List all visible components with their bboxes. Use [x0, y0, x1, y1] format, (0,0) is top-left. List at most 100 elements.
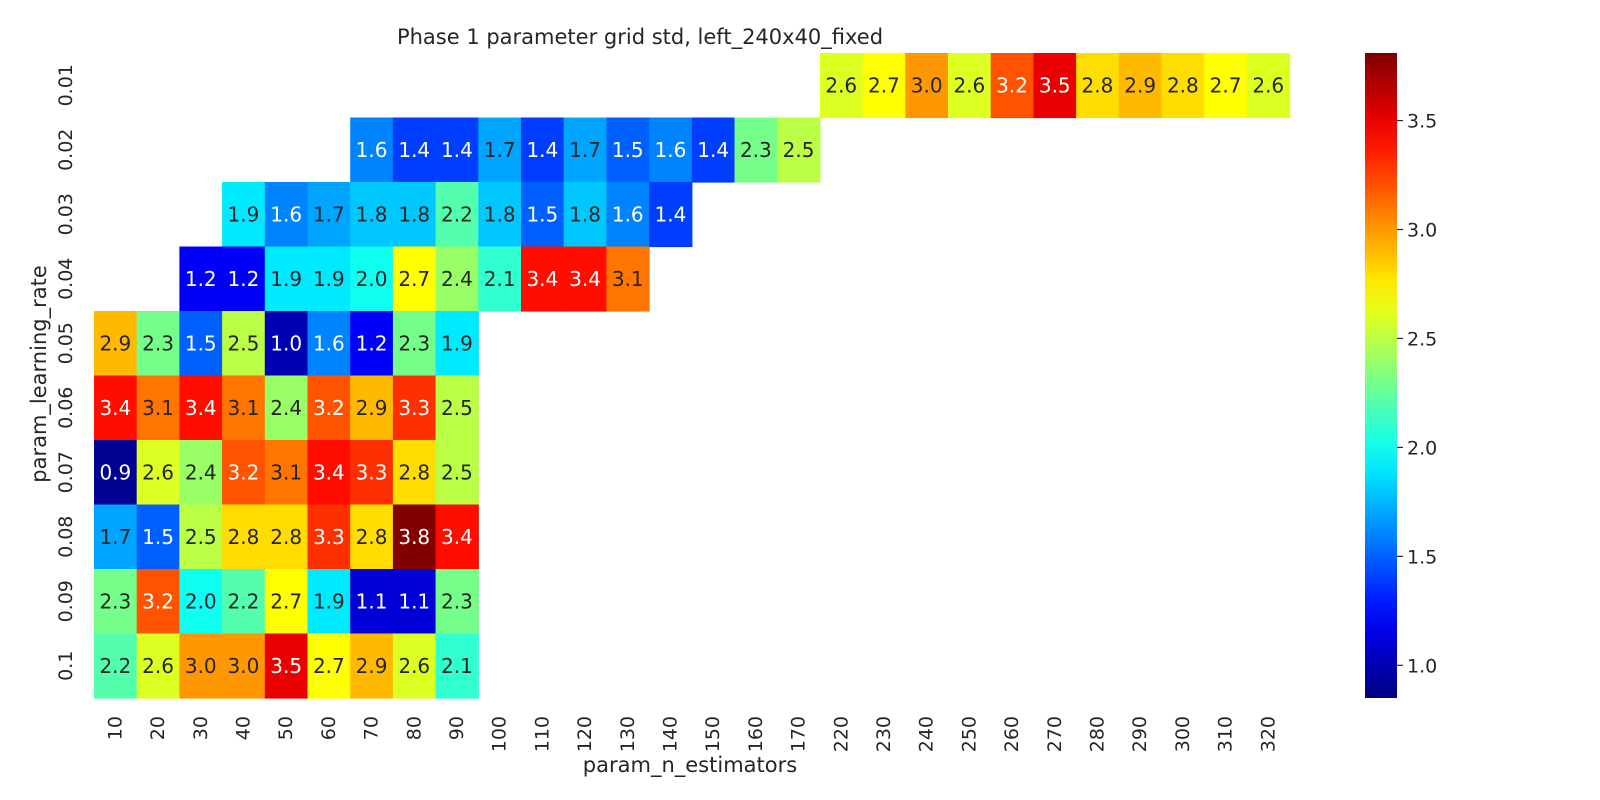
cell-value-label: 1.5: [185, 331, 217, 355]
heatmap-cell: [307, 311, 351, 377]
heatmap-cell: [136, 569, 180, 635]
x-tick-label: 60: [318, 716, 340, 740]
cell-value-label: 3.3: [398, 396, 430, 420]
cell-value-label: 3.1: [142, 396, 174, 420]
y-tick-label: 0.06: [55, 387, 77, 429]
heatmap-cell: [264, 440, 309, 506]
y-tick-label: 0.03: [55, 193, 77, 235]
colorbar-ticks: 1.0 1.5 2.0 2.5 3.0 3.5: [1397, 111, 1437, 677]
cell-value-label: 2.5: [228, 331, 260, 355]
heatmap-cell: [649, 182, 693, 248]
cell-value-label: 2.8: [270, 525, 302, 549]
x-tick-label: 100: [489, 716, 511, 752]
cell-value-label: 1.4: [697, 138, 729, 162]
heatmap-cell: [179, 440, 223, 506]
heatmap-cell: [179, 633, 223, 699]
heatmap-cell: [136, 440, 180, 506]
cell-value-label: 2.8: [228, 525, 260, 549]
cell-value-label: 2.1: [484, 267, 516, 291]
cell-value-label: 2.5: [441, 460, 473, 484]
cell-value-label: 1.7: [313, 202, 345, 226]
cell-value-label: 1.7: [569, 138, 601, 162]
cell-value-label: 3.3: [356, 460, 388, 484]
cell-value-label: 3.1: [612, 267, 644, 291]
cell-value-label: 2.5: [185, 525, 217, 549]
heatmap-cell: [563, 117, 607, 183]
x-tick-label: 90: [446, 716, 468, 740]
heatmap-cell: [222, 633, 266, 699]
cell-value-label: 3.5: [270, 654, 302, 678]
cell-value-label: 2.9: [1124, 73, 1156, 97]
heatmap-cell: [94, 504, 138, 570]
cell-value-label: 0.9: [99, 460, 131, 484]
cell-value-label: 2.8: [1082, 73, 1114, 97]
heatmap-cell: [222, 311, 266, 377]
heatmap-cell: [392, 246, 437, 312]
heatmap-cell: [350, 311, 394, 377]
heatmap-cell: [350, 569, 394, 635]
cell-value-label: 2.2: [99, 654, 131, 678]
x-tick-label: 40: [232, 716, 254, 740]
heatmap-cell: [435, 375, 479, 441]
heatmap-cell: [478, 182, 522, 248]
heatmap-cell: [392, 633, 437, 699]
colorbar: [1365, 53, 1397, 698]
heatmap-cell: [350, 375, 394, 441]
x-tick-label: 280: [1086, 716, 1108, 752]
cell-value-label: 2.3: [740, 138, 772, 162]
heatmap-cell: [478, 246, 522, 312]
cell-value-label: 2.4: [185, 460, 217, 484]
y-tick-label: 0.09: [55, 580, 77, 622]
x-tick-label: 20: [147, 716, 169, 740]
heatmap-cell: [350, 117, 394, 183]
cell-value-label: 1.4: [526, 138, 558, 162]
heatmap-cell: [521, 182, 565, 248]
x-tick-label: 30: [190, 716, 212, 740]
cell-value-label: 3.4: [99, 396, 131, 420]
cell-value-label: 1.8: [398, 202, 430, 226]
heatmap-cell: [862, 53, 906, 119]
cell-value-label: 3.4: [569, 267, 601, 291]
x-tick-label: 130: [617, 716, 639, 752]
cell-value-label: 1.2: [228, 267, 260, 291]
heatmap-cell: [307, 504, 351, 570]
x-tick-label: 140: [659, 716, 681, 752]
cell-value-label: 2.5: [783, 138, 815, 162]
cell-value-label: 1.9: [441, 331, 473, 355]
colorbar-tick-label: 1.5: [1407, 546, 1437, 568]
cell-value-label: 1.0: [270, 331, 302, 355]
heatmap-cell: [307, 440, 351, 506]
heatmap-cell: [649, 117, 693, 183]
y-tick-label: 0.05: [55, 322, 77, 364]
heatmap-cell: [94, 633, 138, 699]
cell-value-label: 3.5: [1039, 73, 1071, 97]
cell-value-label: 1.9: [313, 267, 345, 291]
colorbar-tick-label: 2.0: [1407, 437, 1437, 459]
heatmap-cell: [392, 311, 437, 377]
heatmap-cell: [179, 569, 223, 635]
x-tick-label: 260: [1001, 716, 1023, 752]
heatmap-cell: [350, 633, 394, 699]
cell-value-label: 2.6: [142, 654, 174, 678]
colorbar-tick-label: 3.5: [1407, 111, 1437, 133]
heatmap-cell: [435, 569, 479, 635]
heatmap-cell: [691, 117, 736, 183]
heatmap-cell: [222, 504, 266, 570]
heatmap-cell: [136, 504, 180, 570]
y-tick-label: 0.02: [55, 129, 77, 171]
heatmap-cell: [392, 504, 437, 570]
x-tick-label: 10: [104, 716, 126, 740]
heatmap-cell: [606, 182, 650, 248]
colorbar-tick-label: 3.0: [1407, 220, 1437, 242]
cell-value-label: 1.9: [313, 589, 345, 613]
heatmap-cell: [264, 569, 309, 635]
cell-value-label: 2.3: [398, 331, 430, 355]
cell-value-label: 2.0: [185, 589, 217, 613]
heatmap-cell: [606, 246, 650, 312]
cell-value-label: 1.6: [356, 138, 388, 162]
cell-value-label: 1.2: [356, 331, 388, 355]
heatmap-cell: [1118, 53, 1163, 119]
heatmap-cells: 2.6 2.7 3.0 2.6 3.2 3.5 2.8 2.9 2.8 2.7 2.6 1.6 1.4 1…: [94, 53, 1291, 699]
x-tick-label: 160: [745, 716, 767, 752]
